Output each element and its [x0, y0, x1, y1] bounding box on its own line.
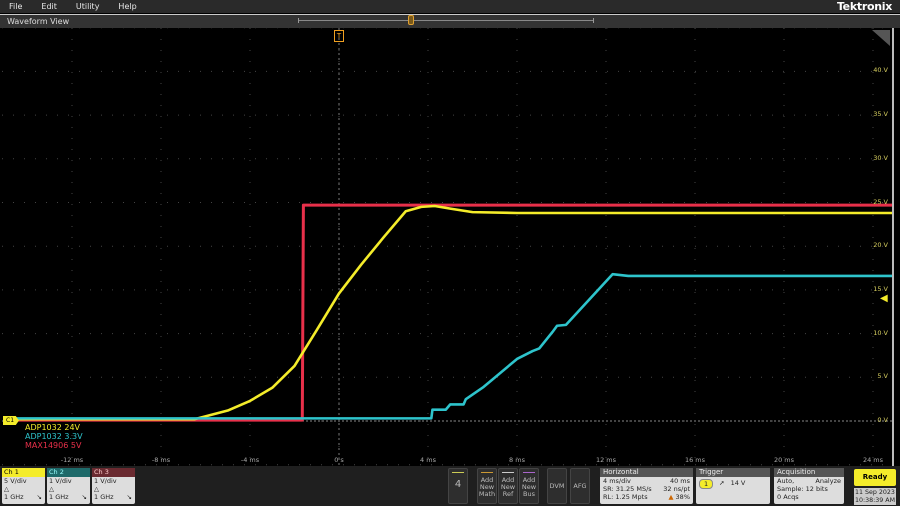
- acq-analyze: Analyze: [815, 477, 841, 485]
- y-tick-label: 20 V: [873, 241, 888, 250]
- acq-sample: Sample: 12 bits: [777, 485, 828, 493]
- add-bus-button[interactable]: Add New Bus: [519, 468, 539, 504]
- channel-bandwidth: 1 GHz: [4, 493, 24, 501]
- bw-limit-icon: ↘: [126, 493, 132, 501]
- x-tick-label: 16 ms: [684, 456, 706, 464]
- more-channels-button[interactable]: 4: [448, 468, 468, 504]
- menu-help[interactable]: Help: [118, 2, 137, 11]
- menu-bar: File Edit Utility Help Tektronix: [0, 0, 900, 13]
- y-tick-label: 25 V: [873, 197, 888, 206]
- channel-label: Ch 2: [47, 468, 90, 477]
- tektronix-logo: Tektronix: [836, 0, 892, 13]
- probe-icon: △: [49, 485, 54, 493]
- sample-rate: SR: 31.25 MS/s: [603, 485, 652, 493]
- menu-utility[interactable]: Utility: [75, 2, 100, 11]
- rising-edge-icon: ➚: [719, 479, 725, 487]
- bw-limit-icon: ↘: [36, 493, 42, 501]
- y-tick-label: 10 V: [873, 328, 888, 337]
- math-label: Add New Math: [478, 476, 496, 498]
- horizontal-position: 38%: [675, 493, 690, 501]
- x-tick-label: 12 ms: [595, 456, 617, 464]
- menu-file[interactable]: File: [9, 2, 23, 11]
- position-icon: ▲: [668, 493, 674, 501]
- channel-label: Ch 1: [2, 468, 45, 477]
- x-tick-label: -8 ms: [151, 456, 171, 464]
- horizontal-scale: 4 ms/div: [603, 477, 631, 485]
- legend-ch3: MAX14906 5V: [25, 441, 82, 450]
- acquisition-panel[interactable]: Acquisition Auto, Analyze Sample: 12 bits…: [774, 468, 844, 504]
- waveform-view-title: Waveform View: [0, 14, 900, 28]
- horizontal-panel[interactable]: Horizontal 4 ms/div 40 ms SR: 31.25 MS/s 3…: [600, 468, 693, 504]
- channel-label: Ch 3: [92, 468, 135, 477]
- x-tick-label: 4 ms: [420, 456, 436, 464]
- legend-ch1: ADP1032 24V: [25, 423, 81, 432]
- probe-icon: △: [94, 485, 99, 493]
- dvm-button[interactable]: DVM: [547, 468, 567, 504]
- horizontal-title: Horizontal: [600, 468, 693, 477]
- bw-limit-icon: ↘: [81, 493, 87, 501]
- x-tick-label: -12 ms: [60, 456, 84, 464]
- date-time: 11 Sep 2023 10:38:39 AM: [854, 488, 896, 505]
- acquisition-title: Acquisition: [774, 468, 844, 477]
- channel-scale: 1 V/div: [94, 477, 117, 485]
- x-tick-label: 20 ms: [773, 456, 795, 464]
- trigger-level: 14 V: [730, 479, 746, 487]
- channel-scale: 1 V/div: [49, 477, 72, 485]
- trigger-title: Trigger: [696, 468, 770, 477]
- y-tick-label: 30 V: [873, 153, 888, 162]
- afg-button[interactable]: AFG: [570, 468, 590, 504]
- menu-edit[interactable]: Edit: [41, 2, 57, 11]
- trigger-position-marker[interactable]: T: [334, 30, 344, 42]
- acq-count: 0 Acqs: [777, 493, 799, 501]
- time: 10:38:39 AM: [854, 497, 896, 504]
- waveform-plot[interactable]: [2, 27, 894, 466]
- trigger-source: 1: [699, 479, 714, 489]
- ch1-offset-marker[interactable]: C1: [3, 416, 19, 425]
- y-tick-label: 35 V: [873, 110, 888, 119]
- legend-ch2: ADP1032 3.3V: [25, 432, 83, 441]
- y-tick-label: 40 V: [873, 66, 888, 75]
- y-tick-label: 15 V: [873, 284, 888, 293]
- trace-adp1032-3-3v: [3, 272, 894, 420]
- probe-icon: △: [4, 485, 9, 493]
- add-math-button[interactable]: Add New Math: [477, 468, 497, 504]
- dvm-label: DVM: [549, 482, 565, 490]
- channel-scale: 5 V/div: [4, 477, 27, 485]
- afg-label: AFG: [573, 482, 587, 490]
- plot-border: [892, 28, 894, 466]
- x-tick-label: 8 ms: [509, 456, 525, 464]
- run-status-button[interactable]: Ready: [854, 469, 896, 486]
- record-length: RL: 1.25 Mpts: [603, 493, 648, 501]
- x-tick-label: 0 s: [334, 456, 344, 464]
- x-tick-label: 24 ms: [862, 456, 884, 464]
- bus-label: Add New Bus: [521, 476, 537, 498]
- horizontal-position-bar[interactable]: [298, 18, 594, 23]
- more-label: 4: [454, 479, 462, 490]
- trigger-level-arrow-icon[interactable]: ◀: [880, 293, 888, 304]
- horizontal-position-marker[interactable]: [408, 15, 414, 25]
- date: 11 Sep 2023: [855, 489, 895, 496]
- ref-label: Add New Ref: [500, 476, 516, 498]
- channel-bandwidth: 1 GHz: [94, 493, 114, 501]
- acq-mode: Auto,: [777, 477, 795, 485]
- trace-max14906-5v: [3, 203, 894, 422]
- time-per-point: 32 ns/pt: [663, 485, 690, 493]
- x-tick-label: -4 ms: [240, 456, 260, 464]
- y-tick-label: 0 V: [877, 416, 888, 424]
- add-ref-button[interactable]: Add New Ref: [498, 468, 518, 504]
- y-tick-label: 5 V: [877, 372, 888, 381]
- waveform-svg: [2, 27, 894, 466]
- channel-bandwidth: 1 GHz: [49, 493, 69, 501]
- trace-adp1032-24v: [3, 204, 894, 421]
- horizontal-duration: 40 ms: [669, 477, 690, 485]
- trigger-panel[interactable]: Trigger 1 ➚ 14 V: [696, 468, 770, 504]
